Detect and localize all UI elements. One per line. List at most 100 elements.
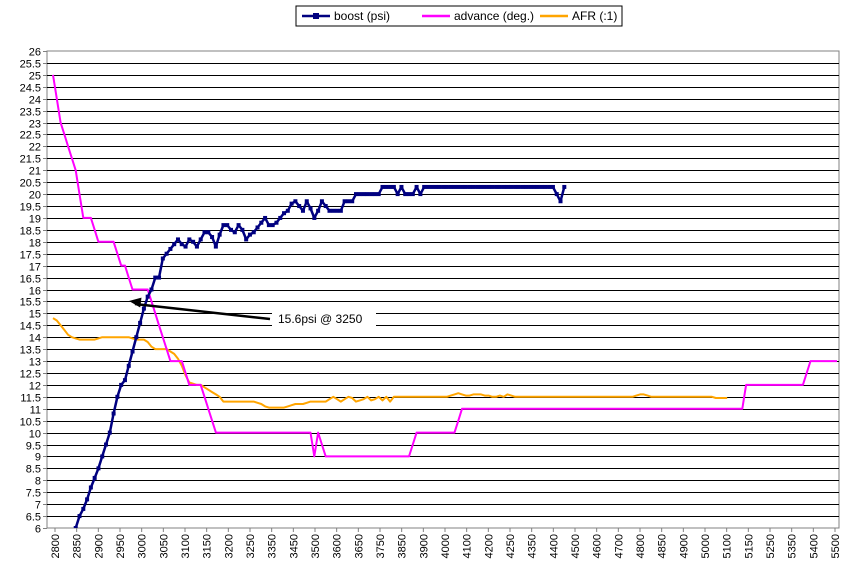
y-tick-label: 22.5 bbox=[20, 130, 41, 142]
data-point-boost bbox=[516, 184, 521, 189]
x-tick-label: 3850 bbox=[397, 534, 409, 558]
data-point-boost bbox=[501, 184, 506, 189]
data-point-boost bbox=[460, 184, 465, 189]
data-point-boost bbox=[229, 227, 234, 232]
y-tick-label: 26 bbox=[29, 47, 41, 59]
x-tick-label: 3600 bbox=[332, 534, 344, 558]
data-point-boost bbox=[463, 184, 468, 189]
y-tick-label: 15 bbox=[29, 309, 41, 321]
data-point-boost bbox=[259, 220, 264, 225]
data-point-boost bbox=[282, 211, 287, 216]
x-tick-label: 2950 bbox=[115, 534, 127, 558]
data-point-boost bbox=[520, 184, 525, 189]
y-tick-label: 17.5 bbox=[20, 250, 41, 262]
data-point-boost bbox=[297, 204, 302, 209]
y-tick-label: 8.5 bbox=[26, 464, 41, 476]
data-point-boost bbox=[509, 184, 514, 189]
data-point-boost bbox=[160, 256, 165, 261]
data-point-boost bbox=[528, 184, 533, 189]
data-point-boost bbox=[100, 454, 105, 459]
data-point-boost bbox=[376, 192, 381, 197]
y-tick-label: 11.5 bbox=[20, 393, 41, 405]
x-tick-label: 3250 bbox=[245, 534, 257, 558]
x-axis-ticks: 2800 2850 2900 2950 3000 3050 3100 3150 3200 3250… bbox=[50, 528, 842, 558]
y-tick-label: 25.5 bbox=[20, 59, 41, 71]
data-point-boost bbox=[456, 184, 461, 189]
y-tick-label: 16 bbox=[29, 286, 41, 298]
x-tick-label: 4400 bbox=[548, 534, 560, 558]
y-tick-label: 20 bbox=[29, 190, 41, 202]
data-point-boost bbox=[153, 275, 158, 280]
x-tick-label: 3050 bbox=[158, 534, 170, 558]
x-tick-label: 3100 bbox=[180, 534, 192, 558]
data-point-boost bbox=[558, 199, 563, 204]
data-point-boost bbox=[505, 184, 510, 189]
y-tick-label: 14.5 bbox=[20, 321, 41, 333]
x-tick-label: 4900 bbox=[678, 534, 690, 558]
y-tick-label: 25 bbox=[29, 71, 41, 83]
y-tick-label: 19.5 bbox=[20, 202, 41, 214]
x-tick-label: 5000 bbox=[700, 534, 712, 558]
legend-box bbox=[295, 5, 623, 27]
y-tick-label: 22 bbox=[29, 142, 41, 154]
data-point-boost bbox=[391, 184, 396, 189]
data-point-boost bbox=[149, 287, 154, 292]
data-point-boost bbox=[194, 244, 199, 249]
plot-area bbox=[46, 50, 840, 529]
x-tick-label: 3200 bbox=[223, 534, 235, 558]
data-point-boost bbox=[342, 199, 347, 204]
data-point-boost bbox=[225, 223, 230, 228]
data-point-boost bbox=[350, 199, 355, 204]
data-point-boost bbox=[141, 306, 146, 311]
data-point-boost bbox=[232, 230, 237, 235]
x-tick-label: 5350 bbox=[787, 534, 799, 558]
data-point-boost bbox=[255, 225, 260, 230]
data-point-boost bbox=[550, 184, 555, 189]
data-point-boost bbox=[312, 215, 317, 220]
x-tick-label: 4700 bbox=[613, 534, 625, 558]
y-tick-label: 19 bbox=[29, 214, 41, 226]
data-point-boost bbox=[244, 237, 249, 242]
y-tick-label: 17 bbox=[29, 262, 41, 274]
y-tick-label: 18.5 bbox=[20, 226, 41, 238]
data-point-boost bbox=[513, 184, 518, 189]
data-point-boost bbox=[365, 192, 370, 197]
x-tick-label: 5500 bbox=[830, 534, 842, 558]
data-point-boost bbox=[217, 232, 222, 237]
data-point-boost bbox=[88, 485, 93, 490]
x-tick-label: 4600 bbox=[592, 534, 604, 558]
data-point-boost bbox=[107, 430, 112, 435]
data-point-boost bbox=[285, 208, 290, 213]
data-point-boost bbox=[111, 411, 116, 416]
x-tick-label: 2900 bbox=[93, 534, 105, 558]
data-point-boost bbox=[482, 184, 487, 189]
data-point-boost bbox=[418, 192, 423, 197]
x-tick-label: 3350 bbox=[267, 534, 279, 558]
data-point-boost bbox=[119, 382, 124, 387]
data-point-boost bbox=[338, 208, 343, 213]
data-point-boost bbox=[115, 394, 120, 399]
data-point-boost bbox=[92, 475, 97, 480]
data-point-boost bbox=[410, 192, 415, 197]
y-tick-label: 16.5 bbox=[20, 274, 41, 286]
data-point-boost bbox=[247, 232, 252, 237]
y-tick-label: 12.5 bbox=[20, 369, 41, 381]
y-tick-label: 14 bbox=[29, 333, 41, 345]
annotation-arrow-head bbox=[128, 297, 142, 308]
data-point-boost bbox=[183, 244, 188, 249]
data-point-boost bbox=[444, 184, 449, 189]
annotation-label-bg bbox=[272, 310, 376, 326]
data-point-boost bbox=[490, 184, 495, 189]
data-point-boost bbox=[471, 184, 476, 189]
x-tick-label: 4350 bbox=[527, 534, 539, 558]
y-tick-label: 8 bbox=[35, 476, 41, 488]
data-point-boost bbox=[547, 184, 552, 189]
data-point-boost bbox=[361, 192, 366, 197]
y-tick-label: 6 bbox=[35, 524, 41, 536]
data-point-boost bbox=[372, 192, 377, 197]
data-point-boost bbox=[407, 192, 412, 197]
data-point-boost bbox=[96, 466, 101, 471]
y-tick-label: 10 bbox=[29, 429, 41, 441]
x-tick-label: 3450 bbox=[288, 534, 300, 558]
data-point-boost bbox=[429, 184, 434, 189]
